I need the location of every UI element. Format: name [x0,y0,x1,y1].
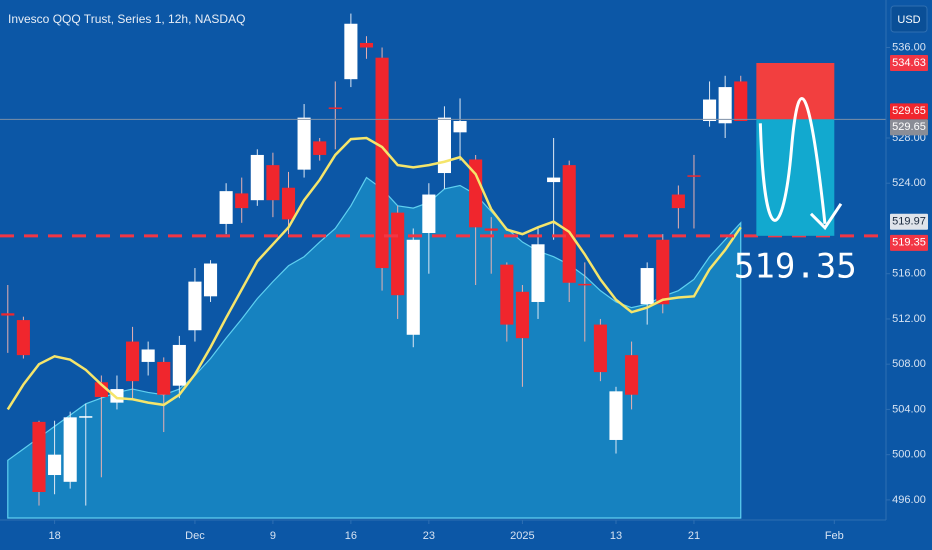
candle-body [640,268,654,305]
x-tick-label: 23 [423,530,435,542]
candle-body [437,117,451,174]
price-badge [890,213,928,230]
x-tick-label: 2025 [510,530,534,542]
x-tick-label: Dec [185,530,205,542]
currency-label[interactable]: USD [897,14,920,26]
price-badge-label: 529.65 [892,105,926,117]
candle-body [609,391,623,440]
candle-body [625,355,639,395]
price-badge-label: 534.63 [892,57,926,69]
candle-body [562,165,576,283]
currency-button[interactable] [890,5,928,33]
candle-body [515,291,529,339]
y-tick-label: 504.00 [892,403,926,415]
candle-body [734,81,748,122]
price-badge [890,54,928,71]
x-tick-label: 9 [270,530,276,542]
price-badge-label: 519.35 [892,237,926,249]
candle-body [453,121,467,133]
candle-body [63,417,77,482]
candle-body [79,416,93,418]
candle-body [578,283,592,286]
candle-body [266,165,280,201]
candle-body [687,175,701,177]
y-tick-label: 516.00 [892,268,926,280]
plot-area [0,13,886,519]
candle-body [593,324,607,373]
candle-body [157,361,171,395]
candle-body [32,421,46,492]
price-badge-label: 519.97 [892,216,926,228]
candle-body [172,344,186,386]
candle-body [484,228,498,231]
price-badge-label: 529.65 [892,121,926,133]
candle-body [141,349,155,362]
candle-body [16,320,30,356]
candle-body [656,239,670,305]
x-tick-label: 18 [48,530,60,542]
y-tick-label: 496.00 [892,494,926,506]
price-badge [890,103,928,120]
candle-body [328,107,342,109]
candle-body [1,313,15,316]
candle-body [375,57,389,269]
candle-body [344,23,358,80]
candle-body [531,244,545,302]
x-tick-label: 16 [345,530,357,542]
candle-body [469,159,483,228]
candle-body [671,194,685,209]
candle-body [359,42,374,48]
candle-body [126,341,140,382]
candle-body [391,212,405,296]
y-tick-label: 500.00 [892,449,926,461]
reward-box [756,119,835,236]
target-label: 519.35 [734,246,857,286]
moving-average [6,136,742,411]
candle-body [500,264,514,325]
candle-body [703,99,717,122]
price-badge [890,119,928,136]
candle-body [110,389,124,403]
price-badge [890,234,928,251]
candle-body [203,263,218,297]
x-tick-label: Feb [825,530,844,542]
candle-body [188,281,202,331]
candle-body [718,87,732,124]
candle-body [48,454,62,476]
x-tick-label: 13 [610,530,622,542]
y-tick-label: 536.00 [892,41,926,53]
candle-body [235,193,249,209]
y-tick-label: 508.00 [892,358,926,370]
candle-body [547,177,561,183]
arrow-head [809,202,843,231]
y-tick-label: 524.00 [892,177,926,189]
candle-body [250,154,264,201]
candle-body [422,194,436,233]
chart-title: Invesco QQQ Trust, Series 1, 12h, NASDAQ [8,12,245,26]
y-tick-label: 512.00 [892,313,926,325]
candle-body [281,187,296,220]
x-tick-label: 21 [688,530,700,542]
candle-body [313,141,327,155]
candle-body [297,117,311,170]
candle-body [406,239,420,335]
wave-drawing [758,97,827,224]
candle-body [219,191,233,224]
